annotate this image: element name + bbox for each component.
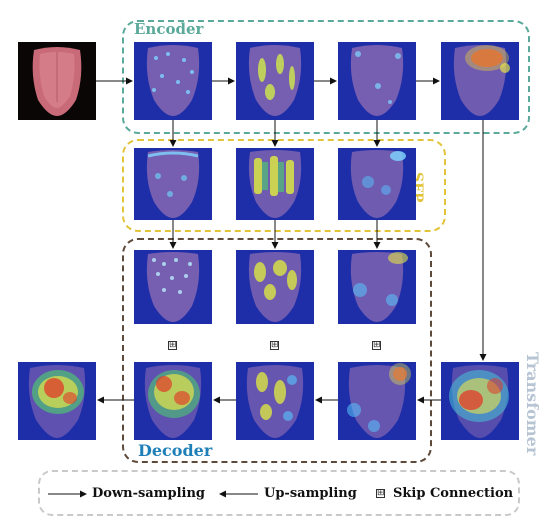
- legend-skip-connection-label: Skip Connection: [393, 486, 514, 501]
- skip-connection-icon: ⊞: [270, 340, 279, 350]
- sfp-region: [122, 139, 446, 232]
- decoder-feature-2: [236, 250, 314, 324]
- legend-skip-connection-icon: ⊞: [376, 488, 385, 498]
- encoder-feature-1: [134, 42, 212, 120]
- encoder-feature-3: [338, 42, 416, 120]
- legend-up-sampling-label: Up-sampling: [264, 486, 357, 501]
- decoder-region: [122, 238, 432, 463]
- transformer-feature: [441, 362, 519, 440]
- sfp-feature-3: [338, 148, 416, 220]
- decoder-output-2: [236, 362, 314, 440]
- input-tongue-photo: [18, 42, 96, 120]
- decoder-output-3: [338, 362, 416, 440]
- encoder-label: Encoder: [134, 20, 204, 38]
- decoder-output-1: [134, 362, 212, 440]
- sfp-feature-1: [134, 148, 212, 220]
- decoder-label: Decoder: [138, 441, 213, 460]
- encoder-feature-4: [441, 42, 519, 120]
- decoder-feature-1: [134, 250, 212, 324]
- skip-connection-icon: ⊞: [372, 340, 381, 350]
- legend-down-sampling-label: Down-sampling: [92, 486, 205, 501]
- sfp-feature-2: [236, 148, 314, 220]
- encoder-feature-2: [236, 42, 314, 120]
- legend: [38, 470, 520, 516]
- decoder-feature-3: [338, 250, 416, 324]
- encoder-region: [122, 20, 530, 134]
- skip-connection-icon: ⊞: [168, 340, 177, 350]
- output-segmentation: [18, 362, 96, 440]
